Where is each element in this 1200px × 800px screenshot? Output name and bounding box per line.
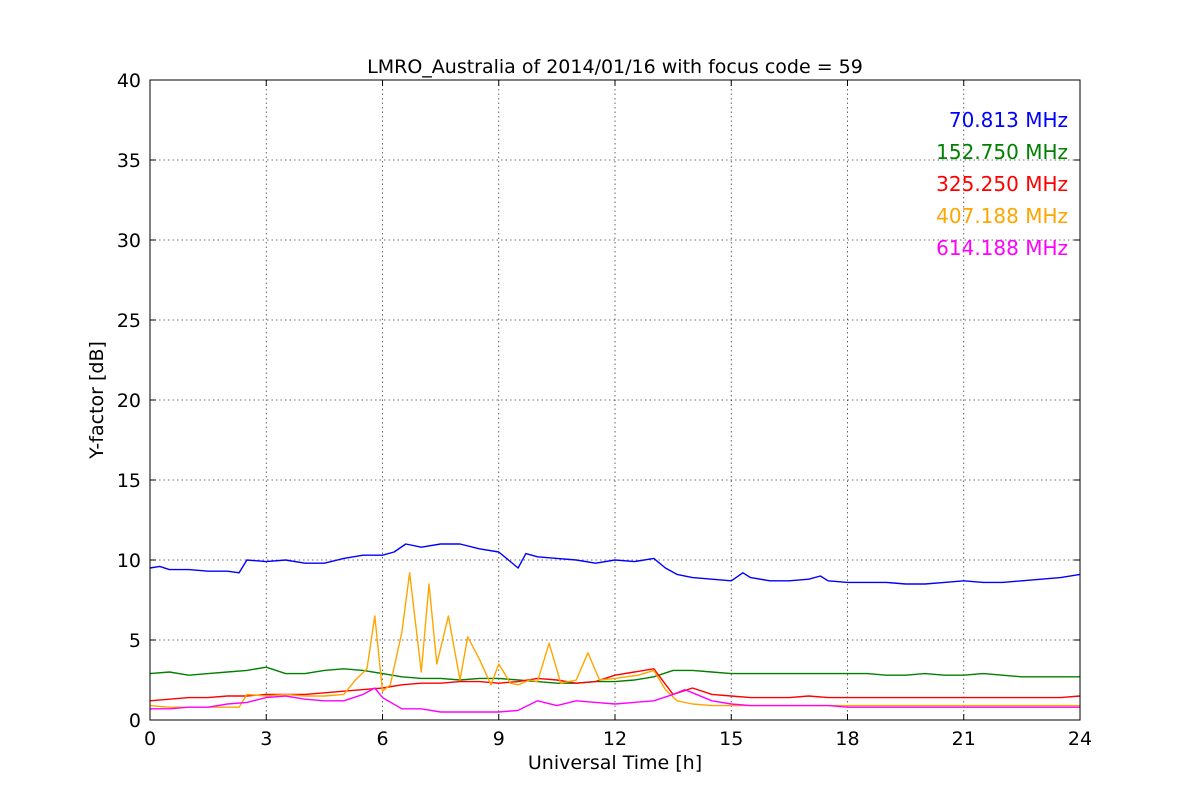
y-tick-label: 0 bbox=[129, 710, 141, 732]
legend-entry-5: 614.188 MHz bbox=[936, 236, 1068, 260]
series-line-4 bbox=[149, 572, 1080, 708]
y-tick-label: 15 bbox=[117, 470, 141, 492]
x-tick-label: 15 bbox=[719, 728, 743, 750]
x-tick-label: 3 bbox=[260, 728, 272, 750]
series-group bbox=[149, 543, 1081, 713]
legend-entry-2: 152.750 MHz bbox=[936, 140, 1068, 164]
x-tick-label: 12 bbox=[603, 728, 627, 750]
y-axis-label: Y-factor [dB] bbox=[86, 341, 108, 460]
y-tick-label: 30 bbox=[117, 230, 141, 252]
series-line-3 bbox=[149, 668, 1081, 702]
y-tick-label: 40 bbox=[117, 70, 141, 92]
legend-entry-3: 325.250 MHz bbox=[936, 172, 1068, 196]
x-axis-label: Universal Time [h] bbox=[528, 752, 702, 774]
y-tick-label: 20 bbox=[117, 390, 141, 412]
ticks bbox=[149, 79, 1081, 721]
series-line-1 bbox=[149, 543, 1081, 585]
chart-title: LMRO_Australia of 2014/01/16 with focus … bbox=[367, 56, 863, 78]
x-tick-label: 21 bbox=[952, 728, 976, 750]
tick-labels: 0 3 6 9 12 15 18 21 24 0 5 10 15 20 25 30 35 40 bbox=[117, 70, 1092, 750]
series-line-5 bbox=[150, 687, 1080, 713]
x-tick-label: 0 bbox=[144, 728, 156, 750]
y-tick-label: 10 bbox=[117, 550, 141, 572]
y-tick-label: 5 bbox=[129, 630, 141, 652]
legend: 70.813 MHz 152.750 MHz 325.250 MHz 407.188 … bbox=[936, 108, 1068, 260]
x-tick-label: 18 bbox=[835, 728, 859, 750]
y-tick-label: 25 bbox=[117, 310, 141, 332]
x-tick-label: 9 bbox=[493, 728, 505, 750]
y-tick-label: 35 bbox=[117, 150, 141, 172]
legend-entry-4: 407.188 MHz bbox=[936, 204, 1068, 228]
x-tick-label: 6 bbox=[376, 728, 388, 750]
legend-entry-1: 70.813 MHz bbox=[949, 108, 1068, 132]
x-tick-label: 24 bbox=[1068, 728, 1092, 750]
series-line-2 bbox=[149, 666, 1080, 684]
